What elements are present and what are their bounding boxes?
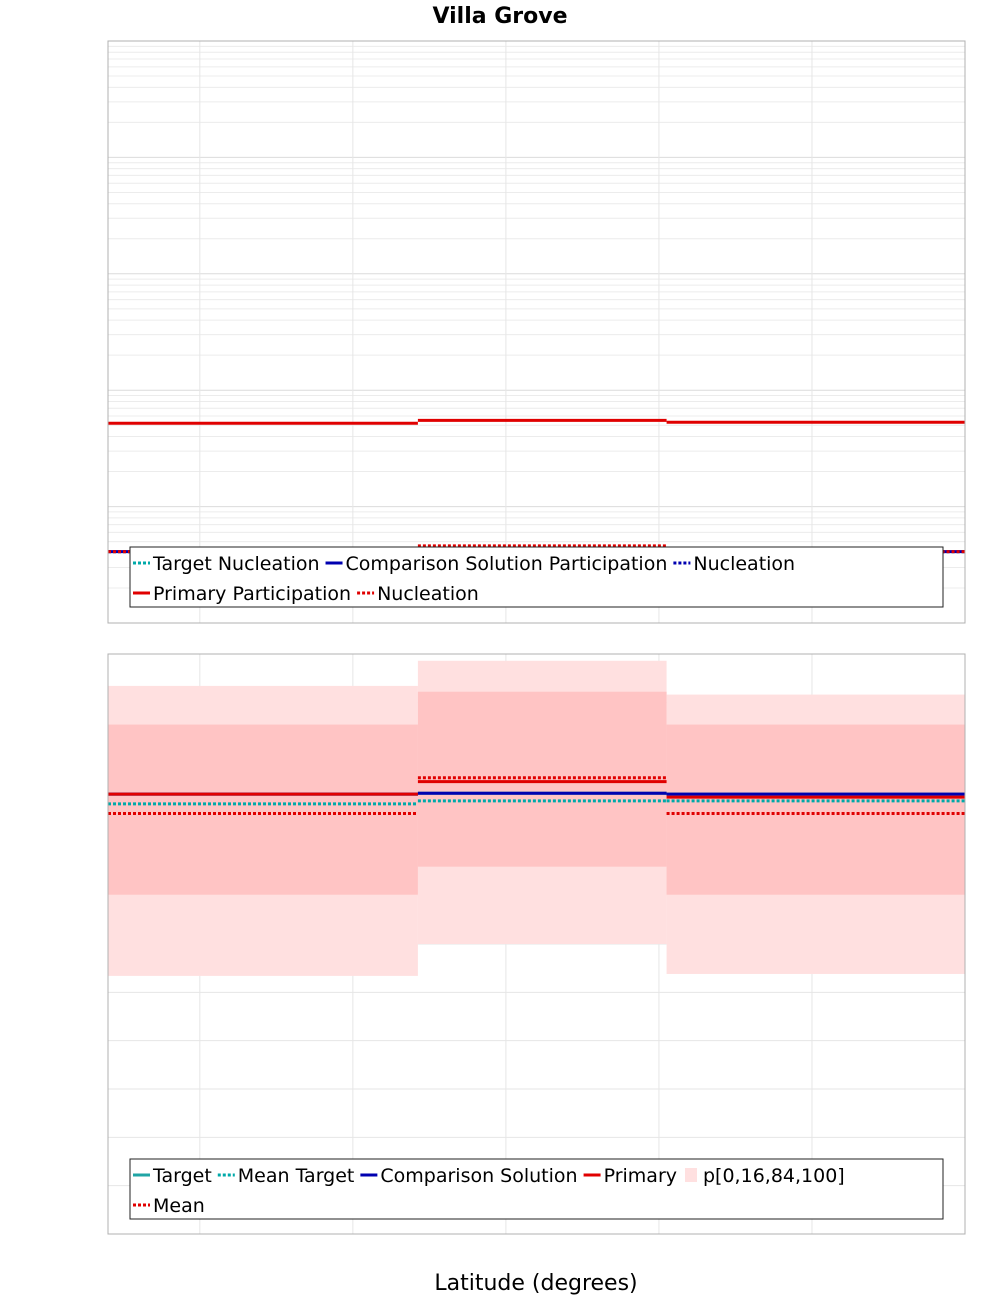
series-primary (108, 780, 965, 799)
legend-item: Nucleation (673, 553, 795, 575)
legend-label: p[0,16,84,100] (703, 1165, 845, 1187)
plot-area-moment (108, 41, 965, 623)
legend-label: Nucleation (377, 583, 479, 605)
legend-item: Primary Participation (133, 583, 351, 605)
legend: Target Nucleation Comparison Solution Par… (129, 546, 944, 608)
plot-frame-moment (107, 40, 966, 624)
legend-item: Target (133, 1165, 212, 1187)
legend-label: Comparison Solution Participation (346, 553, 668, 575)
x-axis-label: Latitude (degrees) (434, 1271, 637, 1296)
legend-item: Nucleation (357, 583, 479, 605)
chart-title: Villa Grove (432, 4, 567, 29)
series-mean_target (108, 799, 965, 806)
b-value-panel: Target Mean Target Comparison Solution Prim… (107, 653, 966, 1235)
legend-item: Comparison Solution Participation (325, 553, 668, 575)
legend: Target Mean Target Comparison Solution Prim… (129, 1158, 944, 1220)
series-primary_participation (108, 418, 965, 425)
legend-label: Target (152, 1165, 212, 1187)
legend-swatch (685, 1168, 697, 1182)
band-rect (108, 724, 418, 895)
legend-label: Mean Target (238, 1165, 355, 1187)
legend-box (129, 546, 944, 608)
legend-item: Target Nucleation (133, 553, 320, 575)
legend-item: p[0,16,84,100] (685, 1165, 845, 1187)
legend-item: Primary (583, 1165, 677, 1187)
plot-frame-bvalue (107, 653, 966, 1235)
legend-label: Nucleation (693, 553, 795, 575)
legend-box (129, 1158, 944, 1220)
band-rect (666, 724, 965, 895)
legend-label: Mean (153, 1195, 205, 1217)
legend-label: Primary (604, 1165, 677, 1187)
legend-label: Target Nucleation (152, 553, 320, 575)
legend-label: Primary Participation (153, 583, 351, 605)
legend-item: Comparison Solution (360, 1165, 578, 1187)
series-mean (108, 776, 965, 815)
moment-rate-panel: Target Nucleation Comparison Solution Par… (107, 40, 966, 624)
legend-item: Mean (133, 1195, 205, 1217)
legend-label: Comparison Solution (380, 1165, 577, 1187)
legend-item: Mean Target (217, 1165, 355, 1187)
